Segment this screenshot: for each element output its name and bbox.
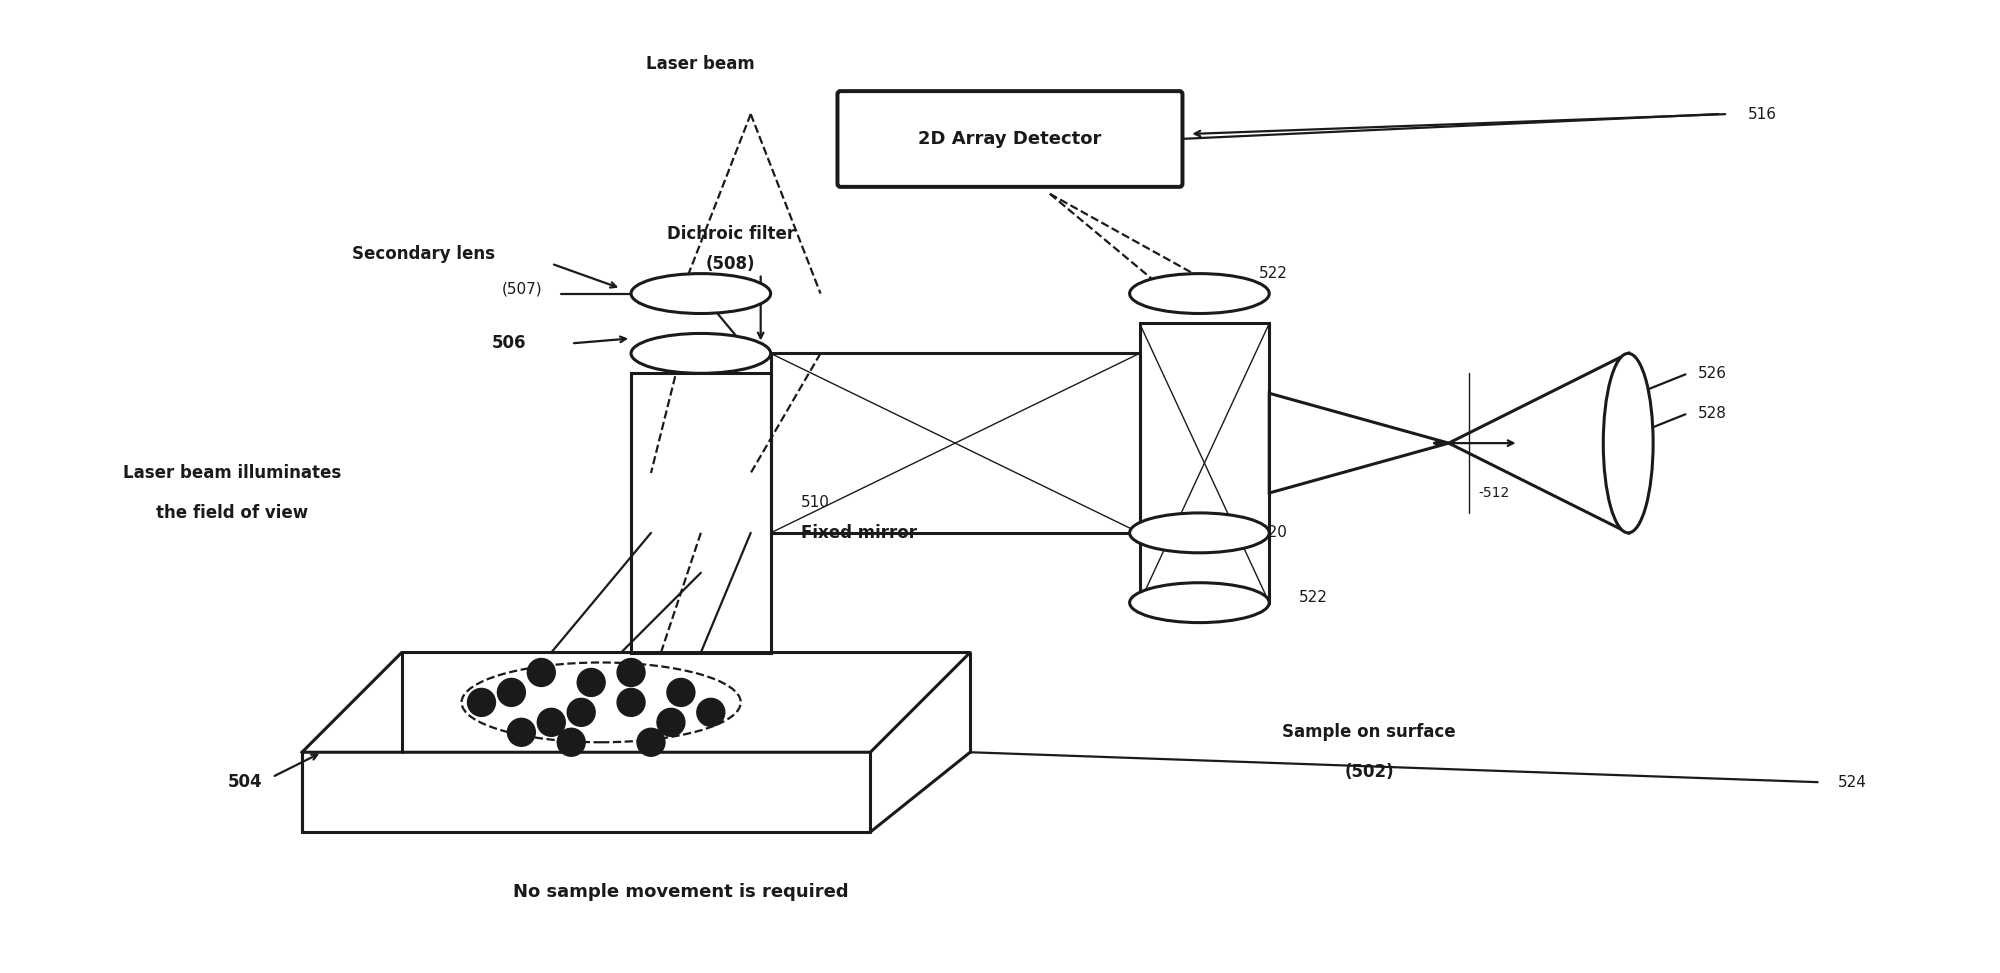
Circle shape	[618, 659, 646, 686]
Ellipse shape	[632, 273, 770, 313]
Text: (502): (502)	[1344, 763, 1394, 781]
Text: 522: 522	[1260, 266, 1288, 281]
Circle shape	[568, 699, 596, 726]
Circle shape	[578, 668, 606, 697]
Text: No sample movement is required: No sample movement is required	[514, 883, 848, 901]
Text: 526: 526	[1698, 366, 1728, 380]
Circle shape	[468, 689, 496, 716]
Text: 504: 504	[228, 774, 262, 791]
Text: 522: 522	[1300, 591, 1328, 605]
Text: -512: -512	[1478, 486, 1510, 500]
Bar	[632, 374, 770, 653]
Text: 524: 524	[1838, 775, 1866, 790]
Text: 520: 520	[1260, 525, 1288, 540]
Ellipse shape	[1130, 583, 1270, 623]
Circle shape	[696, 699, 724, 726]
Text: Sample on surface: Sample on surface	[1282, 723, 1456, 741]
Ellipse shape	[1604, 353, 1654, 533]
Bar	[1140, 323, 1270, 602]
Ellipse shape	[1130, 273, 1270, 313]
Text: 510: 510	[800, 495, 830, 511]
Text: 506: 506	[492, 335, 526, 352]
Circle shape	[638, 729, 664, 756]
Text: Laser beam illuminates: Laser beam illuminates	[124, 464, 342, 482]
Circle shape	[538, 708, 566, 737]
Text: Secondary lens: Secondary lens	[352, 244, 494, 263]
Text: Fixed mirror: Fixed mirror	[800, 523, 916, 542]
Text: Laser beam: Laser beam	[646, 55, 756, 73]
Circle shape	[666, 678, 694, 706]
Text: (507): (507)	[502, 281, 542, 296]
Circle shape	[618, 689, 646, 716]
Circle shape	[508, 718, 536, 746]
Ellipse shape	[1130, 513, 1270, 553]
Bar	[770, 353, 1140, 533]
Text: 516: 516	[1748, 107, 1776, 122]
Circle shape	[498, 678, 526, 706]
Text: 528: 528	[1698, 406, 1726, 420]
Text: Dichroic filter: Dichroic filter	[666, 225, 794, 242]
Text: 2D Array Detector: 2D Array Detector	[918, 130, 1102, 148]
Circle shape	[528, 659, 556, 686]
Circle shape	[558, 729, 586, 756]
Ellipse shape	[632, 334, 770, 374]
FancyBboxPatch shape	[838, 91, 1182, 187]
Circle shape	[656, 708, 684, 737]
Text: the field of view: the field of view	[156, 504, 308, 522]
Text: (508): (508)	[706, 255, 756, 272]
